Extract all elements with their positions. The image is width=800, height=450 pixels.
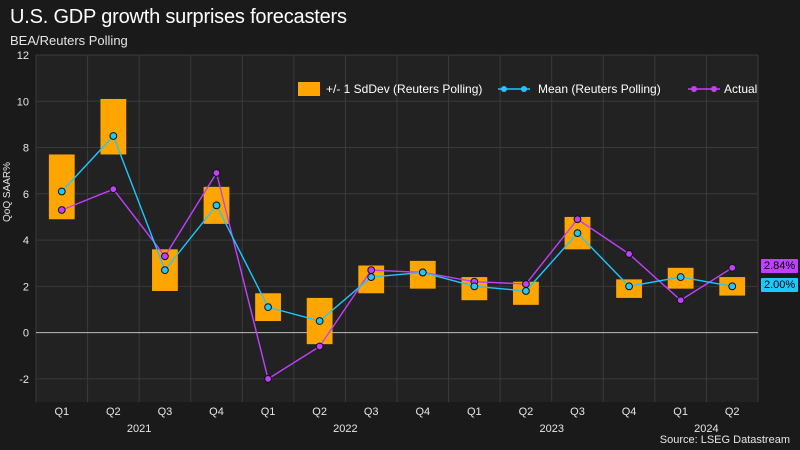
x-tick-label: Q4 xyxy=(209,406,224,418)
x-tick-label: Q1 xyxy=(54,406,69,418)
actual-point xyxy=(57,206,66,214)
y-tick-label: -2 xyxy=(19,374,29,386)
y-tick-label: 8 xyxy=(23,143,29,155)
actual-point xyxy=(676,296,685,305)
actual-point xyxy=(161,252,169,261)
x-tick-label: Q2 xyxy=(106,406,121,418)
chart-subtitle: BEA/Reuters Polling xyxy=(10,33,128,48)
year-label: 2021 xyxy=(127,423,151,435)
mean-point xyxy=(728,282,737,291)
source-note: Source: LSEG Datastream xyxy=(659,434,790,446)
x-tick-label: Q2 xyxy=(312,406,327,418)
mean-point xyxy=(109,132,118,140)
y-tick-label: 10 xyxy=(17,96,29,108)
mean-point xyxy=(573,229,582,238)
mean-point xyxy=(470,282,479,291)
year-label: 2023 xyxy=(539,423,563,435)
actual-point xyxy=(625,250,633,258)
mean-point xyxy=(367,273,376,281)
legend-label-actual: Actual xyxy=(724,82,757,96)
mean-point xyxy=(161,266,169,275)
actual-point xyxy=(367,266,376,275)
actual-point xyxy=(522,280,530,288)
mean-point xyxy=(625,282,633,291)
x-tick-label: Q4 xyxy=(622,406,637,418)
y-tick-label: 0 xyxy=(23,328,29,340)
x-tick-label: Q2 xyxy=(725,406,740,418)
y-tick-label: 2 xyxy=(23,281,29,293)
mean-point xyxy=(212,201,221,210)
actual-line xyxy=(61,171,733,380)
x-tick-label: Q3 xyxy=(158,406,173,418)
x-tick-label: Q1 xyxy=(261,406,276,418)
legend-marker-actual xyxy=(691,86,697,92)
y-tick-label: 4 xyxy=(23,235,29,247)
year-label: 2022 xyxy=(333,423,357,435)
mean-point xyxy=(315,317,324,325)
chart-title: U.S. GDP growth surprises forecasters xyxy=(10,6,347,28)
mean-line xyxy=(61,134,733,322)
x-tick-label: Q3 xyxy=(364,406,379,418)
legend-marker-mean xyxy=(501,86,507,92)
actual-point xyxy=(315,342,324,351)
mean-point xyxy=(57,187,66,196)
x-tick-label: Q1 xyxy=(673,406,688,418)
mean-point xyxy=(522,287,530,295)
legend-marker-mean xyxy=(521,86,527,92)
legend-label-range: +/- 1 SdDev (Reuters Polling) xyxy=(326,82,482,96)
legend-label-mean: Mean (Reuters Polling) xyxy=(538,82,661,96)
mean-point xyxy=(264,303,272,312)
legend-marker-actual xyxy=(711,86,717,92)
x-tick-label: Q3 xyxy=(570,406,585,418)
actual-point xyxy=(728,263,737,272)
x-tick-label: Q4 xyxy=(415,406,430,418)
mean-point xyxy=(418,268,427,277)
value-tag: 2.84% xyxy=(761,258,799,273)
actual-point xyxy=(212,169,221,177)
actual-point xyxy=(109,185,118,194)
x-tick-label: Q1 xyxy=(467,406,482,418)
actual-point xyxy=(573,215,582,224)
mean-point xyxy=(676,273,685,281)
y-tick-label: 12 xyxy=(17,50,29,62)
year-label: 2024 xyxy=(694,423,718,435)
actual-point xyxy=(264,374,272,383)
y-tick-label: 6 xyxy=(23,189,29,201)
x-tick-label: Q2 xyxy=(519,406,534,418)
value-tag: 2.00% xyxy=(761,278,799,293)
legend-swatch-range xyxy=(298,82,320,96)
